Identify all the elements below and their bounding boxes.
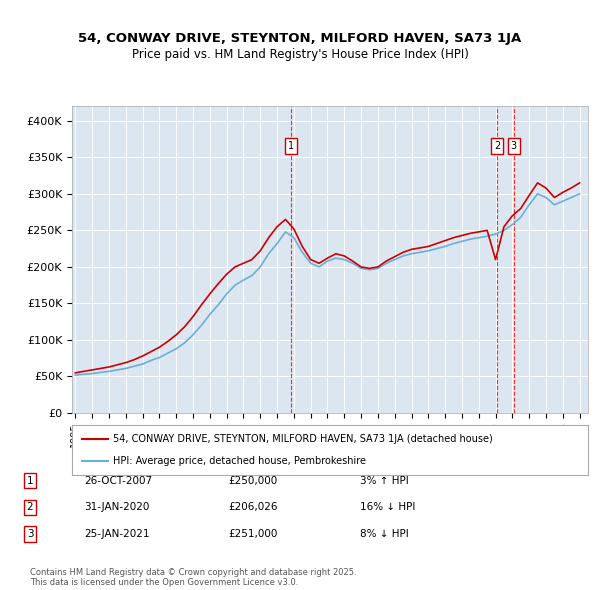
Text: 1: 1	[26, 476, 34, 486]
Text: 54, CONWAY DRIVE, STEYNTON, MILFORD HAVEN, SA73 1JA: 54, CONWAY DRIVE, STEYNTON, MILFORD HAVE…	[79, 32, 521, 45]
Text: £206,026: £206,026	[228, 503, 277, 512]
Text: 25-JAN-2021: 25-JAN-2021	[84, 529, 149, 539]
Text: 26-OCT-2007: 26-OCT-2007	[84, 476, 152, 486]
Text: 31-JAN-2020: 31-JAN-2020	[84, 503, 149, 512]
Text: 54, CONWAY DRIVE, STEYNTON, MILFORD HAVEN, SA73 1JA (detached house): 54, CONWAY DRIVE, STEYNTON, MILFORD HAVE…	[113, 434, 493, 444]
Text: £250,000: £250,000	[228, 476, 277, 486]
Text: Price paid vs. HM Land Registry's House Price Index (HPI): Price paid vs. HM Land Registry's House …	[131, 48, 469, 61]
Text: 16% ↓ HPI: 16% ↓ HPI	[360, 503, 415, 512]
Text: 1: 1	[288, 141, 294, 151]
Text: 3: 3	[511, 141, 517, 151]
Text: Contains HM Land Registry data © Crown copyright and database right 2025.
This d: Contains HM Land Registry data © Crown c…	[30, 568, 356, 587]
Text: 2: 2	[494, 141, 500, 151]
Text: 3: 3	[26, 529, 34, 539]
Text: 3% ↑ HPI: 3% ↑ HPI	[360, 476, 409, 486]
Text: 8% ↓ HPI: 8% ↓ HPI	[360, 529, 409, 539]
Text: 2: 2	[26, 503, 34, 512]
Text: £251,000: £251,000	[228, 529, 277, 539]
Text: HPI: Average price, detached house, Pembrokeshire: HPI: Average price, detached house, Pemb…	[113, 456, 366, 466]
